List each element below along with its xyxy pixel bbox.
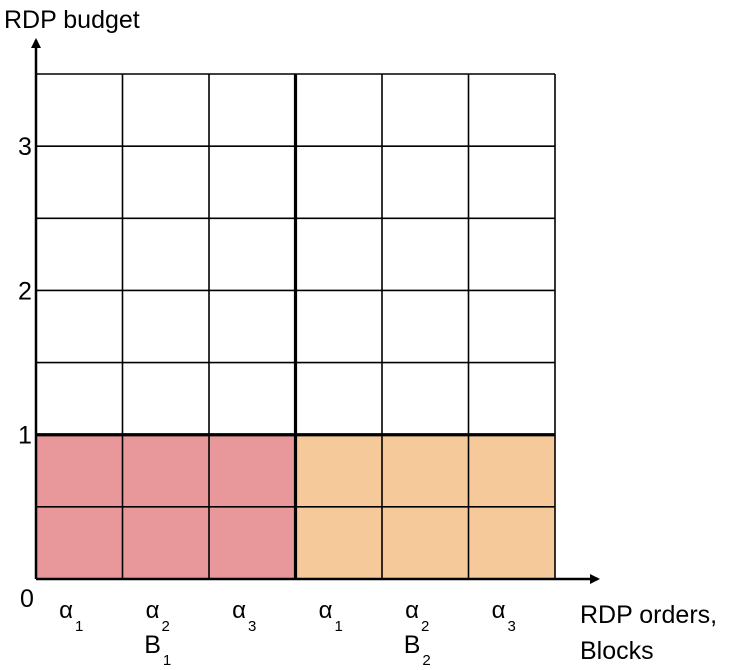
y-tick-labels: 1 2 3 bbox=[18, 133, 32, 450]
order-label: α2 bbox=[405, 597, 429, 635]
origin-label: 0 bbox=[20, 585, 34, 613]
y-tick-label: 3 bbox=[18, 133, 32, 161]
order-label: α3 bbox=[492, 597, 516, 635]
order-label: α1 bbox=[319, 597, 343, 635]
y-axis-label: RDP budget bbox=[4, 6, 140, 34]
y-tick-label: 2 bbox=[18, 277, 32, 305]
order-label: α1 bbox=[59, 597, 83, 635]
block-labels: B1 B2 bbox=[144, 631, 431, 669]
y-tick-label: 1 bbox=[18, 422, 32, 450]
block-dividers bbox=[36, 74, 555, 579]
order-label: α2 bbox=[146, 597, 170, 635]
x-axis-label-blocks: Blocks bbox=[580, 637, 654, 665]
block-label-2: B2 bbox=[404, 631, 431, 669]
block-label-1: B1 bbox=[144, 631, 171, 669]
order-labels: α1 α2 α3 α1 α2 α3 bbox=[59, 597, 516, 635]
x-axis-label: RDP orders, bbox=[580, 601, 717, 629]
order-label: α3 bbox=[232, 597, 256, 635]
